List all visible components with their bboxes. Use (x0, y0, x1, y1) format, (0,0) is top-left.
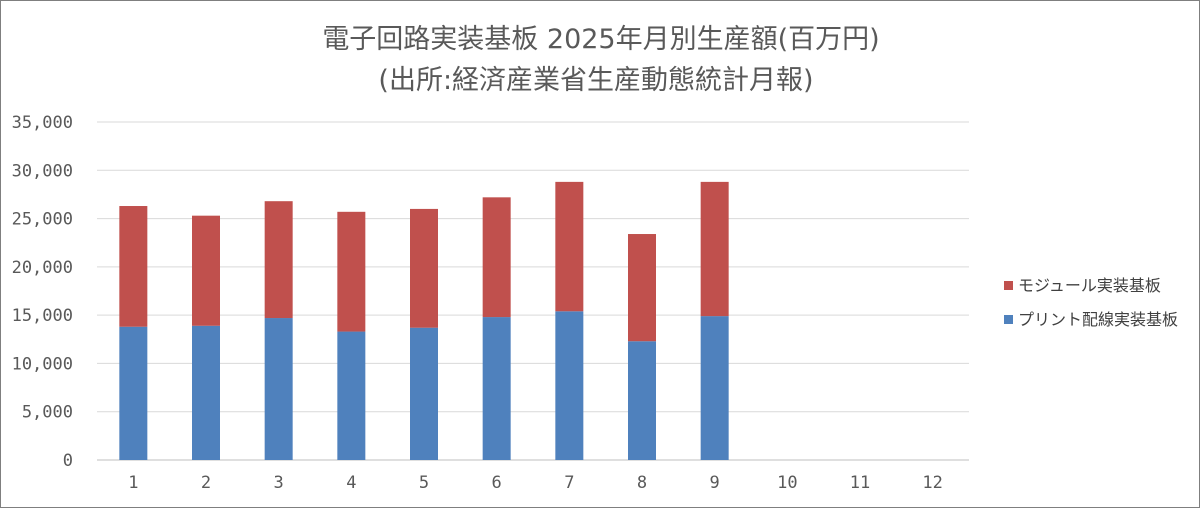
legend-label: プリント配線実装基板 (1018, 310, 1178, 329)
x-tick-label: 6 (492, 473, 502, 493)
y-tick-label: 15,000 (12, 306, 73, 326)
bar-segment (555, 311, 584, 460)
bar-segment (410, 327, 438, 460)
bar-segment (119, 326, 148, 460)
x-tick-label: 11 (850, 473, 870, 493)
x-tick-label: 10 (777, 473, 797, 493)
bar-segment (264, 201, 293, 319)
bar-segment (555, 181, 584, 312)
legend-swatch (1004, 315, 1013, 324)
x-axis-ticks: 1 2 3 4 5 6 7 8 9 10 11 12 (128, 473, 943, 493)
bar-segment (628, 341, 656, 460)
y-tick-label: 10,000 (12, 354, 73, 374)
y-tick-label: 20,000 (12, 258, 73, 278)
bar-segment (628, 234, 656, 342)
legend-label: モジュール実装基板 (1018, 276, 1161, 295)
bar-segment (337, 331, 366, 460)
bar-segment (264, 318, 293, 460)
x-tick-label: 9 (710, 473, 720, 493)
bar-segment (700, 316, 729, 460)
x-tick-label: 4 (346, 473, 356, 493)
x-tick-label: 5 (419, 473, 429, 493)
x-tick-label: 3 (274, 473, 284, 493)
x-tick-label: 12 (922, 473, 942, 493)
bar-segment (700, 181, 729, 317)
bar-segment (482, 197, 511, 318)
chart-title: 電子回路実装基板 2025年月別生産額(百万円) (322, 24, 879, 55)
x-tick-label: 7 (564, 473, 574, 493)
y-tick-label: 30,000 (12, 161, 73, 181)
y-tick-label: 0 (63, 451, 73, 471)
x-tick-label: 2 (201, 473, 211, 493)
gridlines (97, 121, 969, 461)
x-tick-label: 1 (128, 473, 138, 493)
y-tick-label: 25,000 (12, 210, 73, 230)
bar-segment (410, 208, 438, 328)
chart-subtitle: (出所:経済産業省生産動態統計月報) (378, 65, 813, 96)
bar-segment (192, 325, 220, 460)
x-tick-label: 8 (637, 473, 647, 493)
bar-segment (119, 206, 148, 327)
y-tick-label: 5,000 (22, 403, 73, 423)
bar-segment (337, 211, 366, 332)
bar-segment (482, 317, 511, 460)
y-tick-label: 35,000 (12, 113, 73, 133)
bars (119, 181, 729, 460)
y-axis-ticks: 0 5,000 10,000 15,000 20,000 25,000 30,000 35,0… (12, 113, 73, 471)
bar-segment (192, 215, 220, 326)
legend-swatch (1004, 281, 1013, 290)
